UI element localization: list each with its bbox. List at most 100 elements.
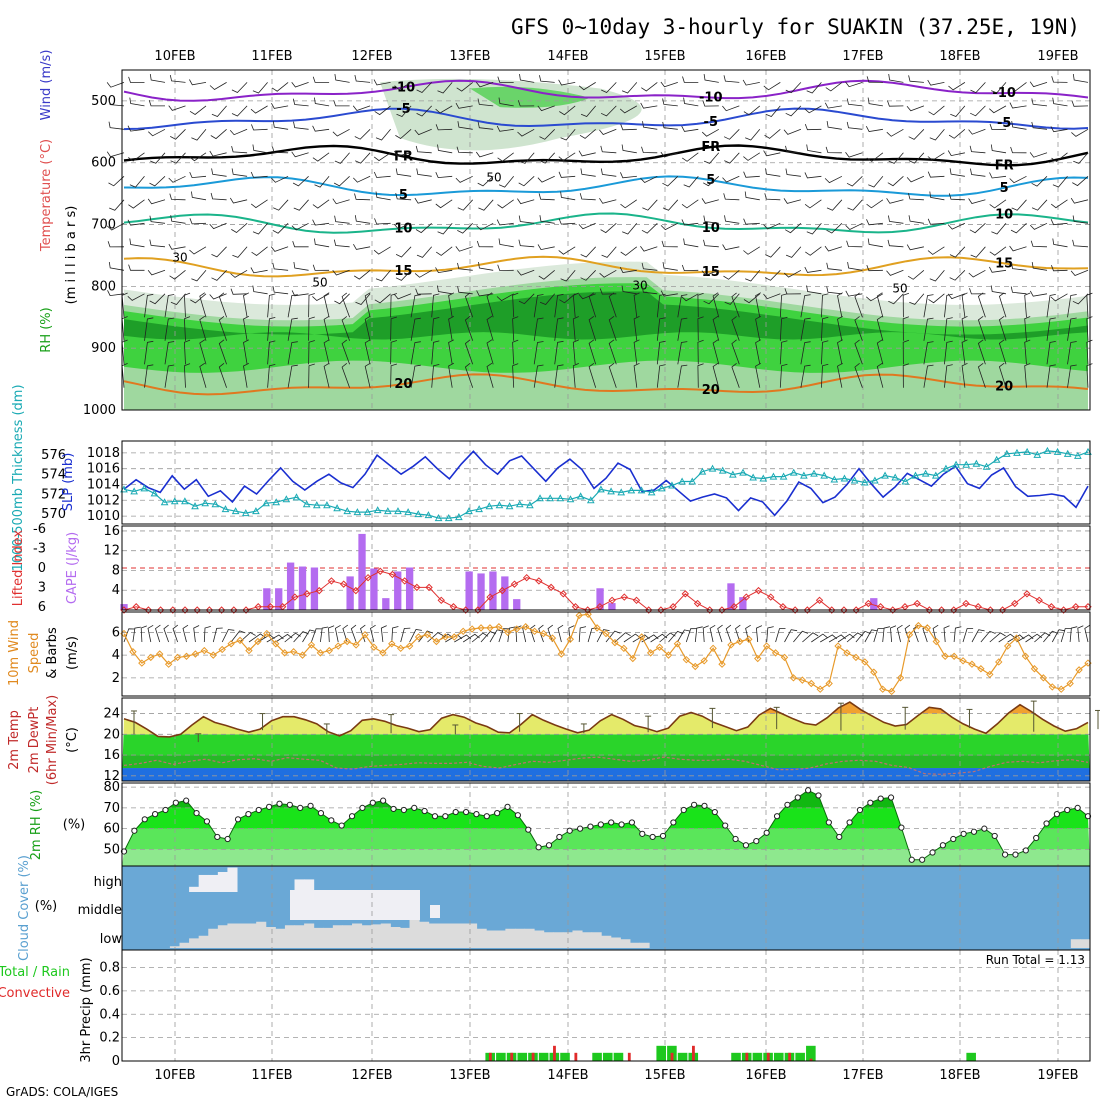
thickness-point <box>901 477 910 485</box>
rh-point <box>131 827 138 834</box>
wind-barb <box>291 151 309 158</box>
cape-tick: 8 <box>112 563 120 578</box>
day-tick-top: 17FEB <box>842 49 883 64</box>
wind-speed-point <box>263 629 271 638</box>
precip-tick: 0.2 <box>99 1031 120 1046</box>
wind-barb <box>970 168 986 177</box>
wind-barb <box>642 121 658 130</box>
wind-barb <box>821 340 829 365</box>
wind-barb <box>1071 100 1089 107</box>
wind-barb <box>517 198 535 205</box>
wind-barb <box>866 76 883 83</box>
wind-speed-point <box>780 653 789 662</box>
wind-barb <box>578 150 596 157</box>
wind-barb <box>341 292 350 318</box>
rh-point <box>970 828 978 835</box>
wind-barb <box>496 293 514 302</box>
surface-barb <box>882 626 890 643</box>
wind-barb <box>961 362 968 388</box>
surface-barb <box>132 626 141 643</box>
thickness-point <box>455 513 463 521</box>
wind-barb <box>620 199 638 209</box>
high-cloud-gap <box>304 879 315 892</box>
wind-barb <box>785 105 802 117</box>
surface-barb <box>980 630 996 643</box>
wind-barb <box>1086 316 1093 341</box>
surface-barb <box>953 626 962 643</box>
wind-barb <box>353 269 371 280</box>
wind-barb <box>1010 146 1027 154</box>
wind-barb <box>683 176 699 188</box>
wind-speed-point <box>709 644 717 653</box>
wind-barb <box>608 315 617 341</box>
wind-barb <box>998 362 1007 388</box>
li-point <box>486 593 494 601</box>
rh-point <box>960 830 967 837</box>
rh-point <box>545 842 553 849</box>
wind-speed-point <box>468 625 476 633</box>
surface-barb <box>659 632 676 643</box>
wind-barb <box>538 193 555 201</box>
wind-speed-point <box>495 623 503 631</box>
rh-point <box>939 842 946 849</box>
wind-barb <box>435 105 453 114</box>
wind-barb <box>533 294 544 318</box>
wind-barb <box>800 317 811 341</box>
wind-barb <box>929 270 945 282</box>
wind-barb <box>641 146 658 154</box>
wind-barb <box>148 128 166 137</box>
low-cloud-bar <box>237 923 248 948</box>
rh-point <box>214 833 221 841</box>
wind-barb <box>1086 363 1093 388</box>
thickness-point <box>840 474 849 482</box>
wind-barb <box>681 264 699 272</box>
wind-barb <box>660 151 678 158</box>
rh-point <box>462 808 470 816</box>
day-tick-top: 10FEB <box>154 49 195 64</box>
rh-point <box>659 832 667 840</box>
thickness-point <box>434 514 443 522</box>
thickness-point <box>526 501 534 509</box>
li-point <box>962 599 970 608</box>
wind-speed-point <box>361 630 369 639</box>
surface-barb <box>427 632 444 643</box>
temp-line <box>123 701 1089 738</box>
wind-barb <box>785 223 802 234</box>
wind-barb <box>888 293 904 305</box>
wind-barb <box>314 238 330 248</box>
wind-barb <box>783 269 802 278</box>
wind-barb <box>497 76 514 83</box>
wind-barb <box>353 244 371 250</box>
rain-bar <box>795 1052 805 1061</box>
wind-barb <box>455 175 473 183</box>
rh-point <box>805 787 812 794</box>
thickness-point <box>891 473 900 481</box>
wind-barb <box>703 293 720 305</box>
wind-barb <box>961 292 968 318</box>
wind-barb <box>779 293 788 318</box>
wind-barb <box>560 129 576 141</box>
wind-speed-point <box>432 637 441 646</box>
wind-barb <box>1029 152 1048 158</box>
wind-barb <box>779 363 788 388</box>
wind-barb <box>464 315 474 341</box>
surface-barb <box>328 625 335 643</box>
wind-barb <box>977 362 986 388</box>
rh-band <box>124 291 1088 340</box>
wind-barb <box>723 269 740 280</box>
wind-barb <box>243 362 250 388</box>
wind-speed-point <box>602 629 610 638</box>
wind-barb <box>272 262 289 271</box>
cape-bar <box>501 576 509 610</box>
thickness-point <box>170 497 179 505</box>
rh-point <box>877 795 884 802</box>
wind-barb <box>147 269 166 276</box>
surface-barb <box>578 626 587 643</box>
wind-barb <box>826 121 842 130</box>
wind-barb <box>210 192 227 201</box>
wind-barb <box>252 82 268 94</box>
wind-barb <box>149 239 166 248</box>
wind-barb <box>1086 339 1093 365</box>
li-point <box>291 593 299 601</box>
li-point <box>303 590 311 598</box>
